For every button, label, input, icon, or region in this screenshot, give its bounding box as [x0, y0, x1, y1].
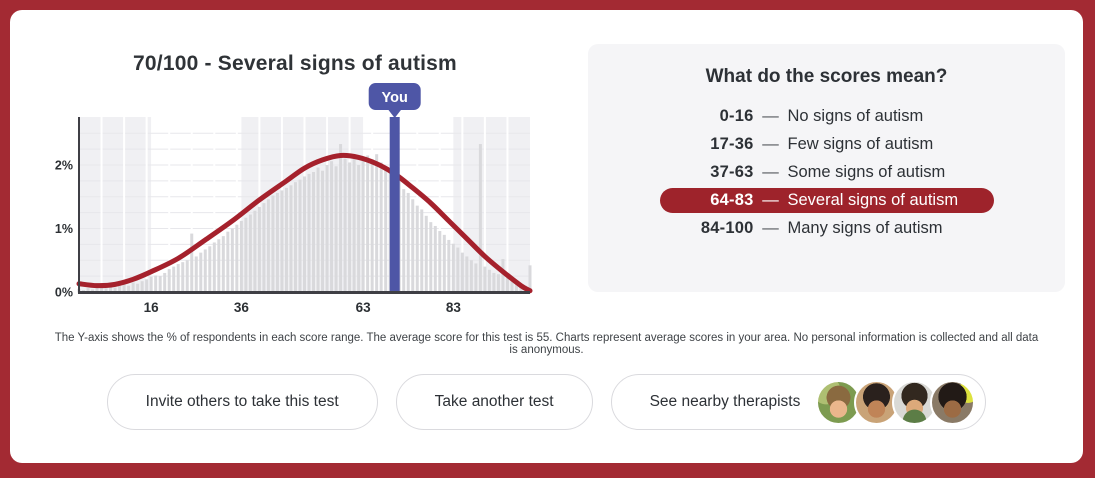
score-row-84-100: 84-100 — Many signs of autism — [660, 216, 994, 241]
score-label: Some signs of autism — [787, 163, 946, 181]
scores-legend-title: What do the scores mean? — [705, 66, 948, 87]
result-card: 70/100 - Several signs of autism You 16 36… — [10, 10, 1083, 463]
result-title: 70/100 - Several signs of autism — [133, 52, 457, 75]
score-range: 0-16 — [719, 107, 754, 125]
score-row-17-36: 17-36 — Few signs of autism — [660, 132, 994, 157]
x-tick-label: 16 — [144, 300, 160, 315]
score-range: 64-83 — [710, 191, 754, 209]
dash-separator: — — [762, 135, 779, 153]
therapist-avatar-1 — [816, 379, 862, 425]
you-badge-label: You — [382, 90, 408, 106]
see-nearby-therapists-label: See nearby therapists — [649, 393, 801, 410]
score-row-64-83-active: 64-83 — Several signs of autism — [659, 188, 994, 213]
distribution-chart: You 16 36 63 83 0% 1% 2% — [55, 83, 533, 315]
dash-separator: — — [762, 219, 779, 237]
scores-legend-panel: What do the scores mean? 0-16 — No signs… — [588, 44, 1065, 292]
score-label: Many signs of autism — [787, 219, 943, 237]
dash-separator: — — [762, 163, 779, 181]
see-nearby-therapists-button[interactable]: See nearby therapists — [610, 374, 987, 430]
score-distribution-chart: You 16 36 63 83 0% 1% 2% — [40, 75, 550, 325]
y-tick-label: 2% — [55, 159, 73, 173]
dash-separator: — — [762, 191, 779, 209]
action-buttons-row: Invite others to take this test Take ano… — [10, 374, 1083, 430]
you-marker-bar — [389, 117, 400, 293]
score-range: 17-36 — [710, 135, 754, 153]
dash-separator: — — [762, 107, 779, 125]
therapist-avatar-3 — [892, 379, 938, 425]
therapist-avatar-4 — [930, 379, 976, 425]
y-tick-label: 0% — [55, 286, 73, 300]
invite-others-label: Invite others to take this test — [145, 393, 339, 410]
chart-footnote: The Y-axis shows the % of respondents in… — [54, 332, 1039, 356]
invite-others-button[interactable]: Invite others to take this test — [106, 374, 378, 430]
therapist-avatars — [816, 379, 976, 425]
score-row-0-16: 0-16 — No signs of autism — [660, 104, 994, 129]
x-tick-label: 36 — [234, 300, 250, 315]
score-row-37-63: 37-63 — Some signs of autism — [660, 160, 994, 185]
y-tick-label: 1% — [55, 222, 73, 236]
score-range: 84-100 — [700, 219, 754, 237]
take-another-test-label: Take another test — [434, 393, 554, 410]
x-tick-label: 63 — [356, 300, 372, 315]
score-range: 37-63 — [710, 163, 754, 181]
therapist-avatar-2 — [854, 379, 900, 425]
x-tick-label: 83 — [446, 300, 462, 315]
score-rows: 0-16 — No signs of autism 17-36 — Few si… — [588, 104, 1065, 244]
score-label: Few signs of autism — [787, 135, 934, 153]
score-label: No signs of autism — [787, 107, 924, 125]
score-label: Several signs of autism — [787, 191, 959, 209]
take-another-test-button[interactable]: Take another test — [395, 374, 593, 430]
you-badge — [368, 83, 421, 110]
